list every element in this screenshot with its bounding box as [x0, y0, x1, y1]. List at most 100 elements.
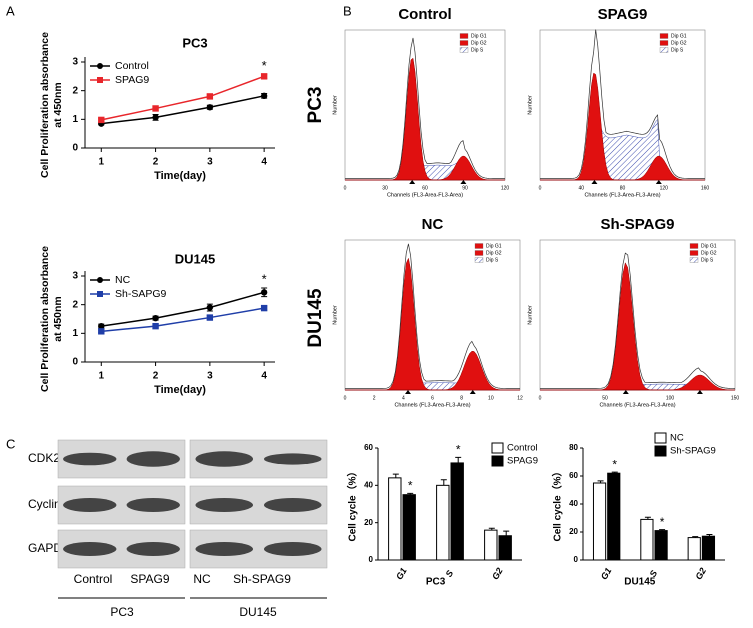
- y-axis-label: Number: [527, 95, 533, 115]
- y-axis-label: Number: [527, 305, 533, 325]
- bar: [640, 518, 654, 561]
- x-tick-label: 120: [501, 185, 510, 191]
- blot-band: [63, 498, 117, 512]
- legend-label: SPAG9: [115, 74, 149, 86]
- point: [260, 304, 268, 312]
- blot-band: [126, 498, 180, 512]
- annotation: *: [660, 515, 665, 529]
- x-tick-label: 60: [422, 185, 428, 191]
- x-tick-label: 40: [578, 185, 584, 191]
- point: [260, 289, 268, 296]
- point: [260, 92, 268, 100]
- protein-label: CDK2: [28, 451, 60, 465]
- x-axis-label: PC3: [426, 577, 446, 588]
- y-tick-label: 3: [72, 271, 78, 282]
- legend-swatch: [474, 257, 484, 263]
- y-tick-label: 20: [364, 518, 373, 527]
- bar: [436, 484, 450, 561]
- point: [206, 93, 214, 100]
- y-axis-label: at 450nm: [52, 296, 64, 342]
- point: [152, 114, 159, 121]
- peak-marker: [460, 180, 467, 184]
- legend-marker: [97, 63, 103, 69]
- series-line: [101, 95, 265, 125]
- y-tick-label: 1: [72, 114, 78, 125]
- chart-title: DU145: [175, 251, 215, 266]
- legend-label: Dip S: [471, 47, 484, 53]
- peak-marker: [469, 390, 476, 394]
- legend-label: Sh-SPAG9: [670, 446, 716, 457]
- x-tick-label: 160: [701, 185, 710, 191]
- blot-band: [63, 452, 117, 466]
- legend-label: Dip S: [486, 257, 499, 263]
- x-tick-label: 0: [344, 395, 347, 401]
- legend-swatch: [491, 442, 504, 454]
- blot-band: [126, 451, 180, 467]
- point: [98, 322, 105, 330]
- panel-label: B: [343, 3, 352, 18]
- x-tick-label: 6: [431, 395, 434, 401]
- bar: [388, 477, 402, 561]
- g2-peak: [345, 350, 520, 391]
- bar: [687, 537, 701, 561]
- panel-label: C: [6, 436, 15, 451]
- annotation: *: [456, 443, 461, 457]
- plot-title: Control: [398, 6, 451, 23]
- chart-title: PC3: [182, 35, 207, 50]
- legend-label: Dip G2: [671, 40, 687, 46]
- y-tick-label: 3: [72, 57, 78, 68]
- point: [98, 328, 105, 335]
- legend-swatch: [689, 257, 699, 263]
- lane-label: Sh-SPAG9: [233, 572, 291, 586]
- series-line: [101, 307, 265, 333]
- x-axis-label: DU145: [624, 577, 656, 588]
- x-axis-label: Channels (FL3-Area-FL3-Area): [599, 402, 675, 408]
- x-tick-label: G1: [599, 566, 614, 581]
- y-tick-label: 60: [569, 471, 578, 480]
- legend-label: Dip G1: [471, 33, 487, 39]
- legend-label: Dip G1: [486, 243, 502, 249]
- y-tick-label: 60: [364, 443, 373, 452]
- annotation: *: [262, 58, 267, 73]
- legend-swatch: [659, 47, 669, 53]
- x-tick-label: 0: [539, 395, 542, 401]
- blot-band: [195, 498, 254, 512]
- x-tick-label: S: [444, 569, 456, 579]
- x-tick-label: 30: [382, 185, 388, 191]
- g2-peak: [345, 155, 505, 181]
- x-tick-label: G2: [490, 566, 505, 581]
- x-tick-label: 1: [99, 157, 105, 168]
- x-tick-label: 100: [666, 395, 675, 401]
- legend-label: SPAG9: [507, 456, 538, 467]
- bar: [592, 482, 607, 561]
- legend-swatch: [654, 445, 667, 457]
- row-label: PC3: [305, 87, 326, 124]
- g1-peak: [345, 257, 520, 391]
- x-tick-label: 90: [462, 185, 468, 191]
- x-tick-label: 4: [261, 157, 267, 168]
- x-tick-label: 4: [402, 395, 405, 401]
- point: [98, 116, 105, 124]
- plot-title: Sh-SPAG9: [601, 216, 675, 233]
- legend-label: Sh-SAPG9: [115, 288, 167, 300]
- g1-peak: [540, 262, 735, 391]
- legend-swatch: [459, 40, 469, 46]
- peak-marker: [696, 390, 703, 394]
- x-tick-label: 1: [99, 371, 105, 382]
- g2-peak: [540, 155, 705, 181]
- g2-peak: [540, 374, 736, 391]
- peak-marker: [622, 390, 629, 394]
- legend-label: Dip G2: [471, 40, 487, 46]
- x-tick-label: 12: [517, 395, 523, 401]
- bar: [498, 535, 512, 561]
- x-tick-label: G1: [394, 566, 409, 581]
- panel-label: A: [6, 3, 15, 18]
- y-axis-label: Cell cycle（%）: [551, 466, 564, 541]
- error-bar: [503, 530, 510, 536]
- lane-label: Control: [74, 572, 113, 586]
- legend-label: Dip G1: [671, 33, 687, 39]
- y-axis-label: at 450nm: [52, 82, 64, 128]
- point: [206, 104, 214, 111]
- error-bar: [440, 479, 447, 486]
